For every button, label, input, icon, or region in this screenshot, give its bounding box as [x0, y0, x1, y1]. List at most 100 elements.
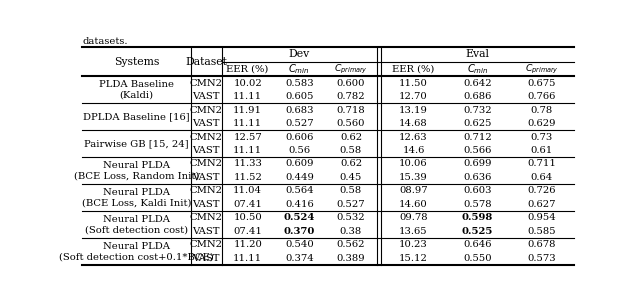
Text: 0.678: 0.678: [527, 240, 556, 249]
Text: 0.540: 0.540: [285, 240, 314, 249]
Text: 0.603: 0.603: [463, 186, 492, 195]
Text: 0.585: 0.585: [527, 227, 556, 236]
Text: CMN2: CMN2: [190, 132, 223, 142]
Text: 0.449: 0.449: [285, 173, 314, 182]
Text: Neural PLDA
(Soft detection cost+0.1*BCE): Neural PLDA (Soft detection cost+0.1*BCE…: [59, 242, 214, 261]
Text: 0.629: 0.629: [527, 119, 556, 128]
Text: 0.550: 0.550: [463, 254, 492, 263]
Text: 0.583: 0.583: [285, 79, 314, 88]
Text: Neural PLDA
(BCE Loss, Random Init): Neural PLDA (BCE Loss, Random Init): [74, 161, 199, 180]
Text: 14.68: 14.68: [399, 119, 428, 128]
Text: 0.566: 0.566: [463, 146, 492, 155]
Text: 0.686: 0.686: [463, 92, 492, 101]
Text: 0.564: 0.564: [285, 186, 314, 195]
Text: 0.605: 0.605: [285, 92, 314, 101]
Text: 13.65: 13.65: [399, 227, 428, 236]
Text: 0.766: 0.766: [527, 92, 556, 101]
Text: 0.646: 0.646: [463, 240, 492, 249]
Text: $C_{primary}$: $C_{primary}$: [525, 62, 559, 76]
Text: 0.782: 0.782: [337, 92, 365, 101]
Text: datasets.: datasets.: [83, 37, 128, 46]
Text: 0.370: 0.370: [284, 227, 315, 236]
Text: Dataset: Dataset: [186, 57, 227, 67]
Text: Neural PLDA
(Soft detection cost): Neural PLDA (Soft detection cost): [85, 215, 188, 234]
Text: 0.732: 0.732: [463, 105, 492, 115]
Text: $C_{primary}$: $C_{primary}$: [334, 62, 368, 76]
Text: 11.11: 11.11: [233, 254, 262, 263]
Text: VAST: VAST: [193, 173, 220, 182]
Text: 10.23: 10.23: [399, 240, 428, 249]
Text: 0.524: 0.524: [284, 213, 315, 222]
Text: EER (%): EER (%): [227, 65, 269, 74]
Text: 0.600: 0.600: [337, 79, 365, 88]
Text: VAST: VAST: [193, 92, 220, 101]
Text: VAST: VAST: [193, 200, 220, 209]
Text: 14.60: 14.60: [399, 200, 428, 209]
Text: 11.11: 11.11: [233, 92, 262, 101]
Text: CMN2: CMN2: [190, 240, 223, 249]
Text: CMN2: CMN2: [190, 105, 223, 115]
Text: 0.642: 0.642: [463, 79, 492, 88]
Text: 0.606: 0.606: [285, 132, 314, 142]
Text: 11.91: 11.91: [233, 105, 262, 115]
Text: 0.62: 0.62: [340, 159, 362, 168]
Text: 11.33: 11.33: [233, 159, 262, 168]
Text: 0.73: 0.73: [531, 132, 553, 142]
Text: 12.57: 12.57: [234, 132, 262, 142]
Text: 13.19: 13.19: [399, 105, 428, 115]
Text: 11.11: 11.11: [233, 119, 262, 128]
Text: 0.560: 0.560: [337, 119, 365, 128]
Text: CMN2: CMN2: [190, 79, 223, 88]
Text: 0.532: 0.532: [337, 213, 365, 222]
Text: 11.11: 11.11: [233, 146, 262, 155]
Text: Eval: Eval: [465, 49, 490, 59]
Text: 0.416: 0.416: [285, 200, 314, 209]
Text: 15.39: 15.39: [399, 173, 428, 182]
Text: 10.06: 10.06: [399, 159, 428, 168]
Text: 07.41: 07.41: [233, 227, 262, 236]
Text: 12.70: 12.70: [399, 92, 428, 101]
Text: Dev: Dev: [289, 49, 310, 59]
Text: 0.527: 0.527: [285, 119, 314, 128]
Text: 10.02: 10.02: [234, 79, 262, 88]
Text: 0.78: 0.78: [531, 105, 553, 115]
Text: VAST: VAST: [193, 227, 220, 236]
Text: 11.52: 11.52: [233, 173, 262, 182]
Text: 0.712: 0.712: [463, 132, 492, 142]
Text: 09.78: 09.78: [399, 213, 428, 222]
Text: 11.50: 11.50: [399, 79, 428, 88]
Text: 07.41: 07.41: [233, 200, 262, 209]
Text: 0.573: 0.573: [527, 254, 556, 263]
Text: 08.97: 08.97: [399, 186, 428, 195]
Text: EER (%): EER (%): [392, 65, 435, 74]
Text: CMN2: CMN2: [190, 186, 223, 195]
Text: 0.527: 0.527: [337, 200, 365, 209]
Text: 11.04: 11.04: [233, 186, 262, 195]
Text: 0.625: 0.625: [463, 119, 492, 128]
Text: 0.718: 0.718: [337, 105, 365, 115]
Text: VAST: VAST: [193, 119, 220, 128]
Text: 0.58: 0.58: [340, 146, 362, 155]
Text: 12.63: 12.63: [399, 132, 428, 142]
Text: 0.711: 0.711: [527, 159, 556, 168]
Text: 0.726: 0.726: [527, 186, 556, 195]
Text: 11.20: 11.20: [233, 240, 262, 249]
Text: Pairwise GB [15, 24]: Pairwise GB [15, 24]: [84, 139, 189, 148]
Text: 0.525: 0.525: [462, 227, 493, 236]
Text: 0.675: 0.675: [527, 79, 556, 88]
Text: 0.64: 0.64: [531, 173, 553, 182]
Text: VAST: VAST: [193, 146, 220, 155]
Text: 0.374: 0.374: [285, 254, 314, 263]
Text: $C_{min}$: $C_{min}$: [289, 62, 310, 76]
Text: 0.389: 0.389: [337, 254, 365, 263]
Text: VAST: VAST: [193, 254, 220, 263]
Text: 0.61: 0.61: [531, 146, 553, 155]
Text: 10.50: 10.50: [234, 213, 262, 222]
Text: CMN2: CMN2: [190, 159, 223, 168]
Text: 0.578: 0.578: [463, 200, 492, 209]
Text: 0.56: 0.56: [288, 146, 310, 155]
Text: 0.58: 0.58: [340, 186, 362, 195]
Text: 0.62: 0.62: [340, 132, 362, 142]
Text: DPLDA Baseline [16]: DPLDA Baseline [16]: [83, 112, 190, 121]
Text: 0.636: 0.636: [463, 173, 492, 182]
